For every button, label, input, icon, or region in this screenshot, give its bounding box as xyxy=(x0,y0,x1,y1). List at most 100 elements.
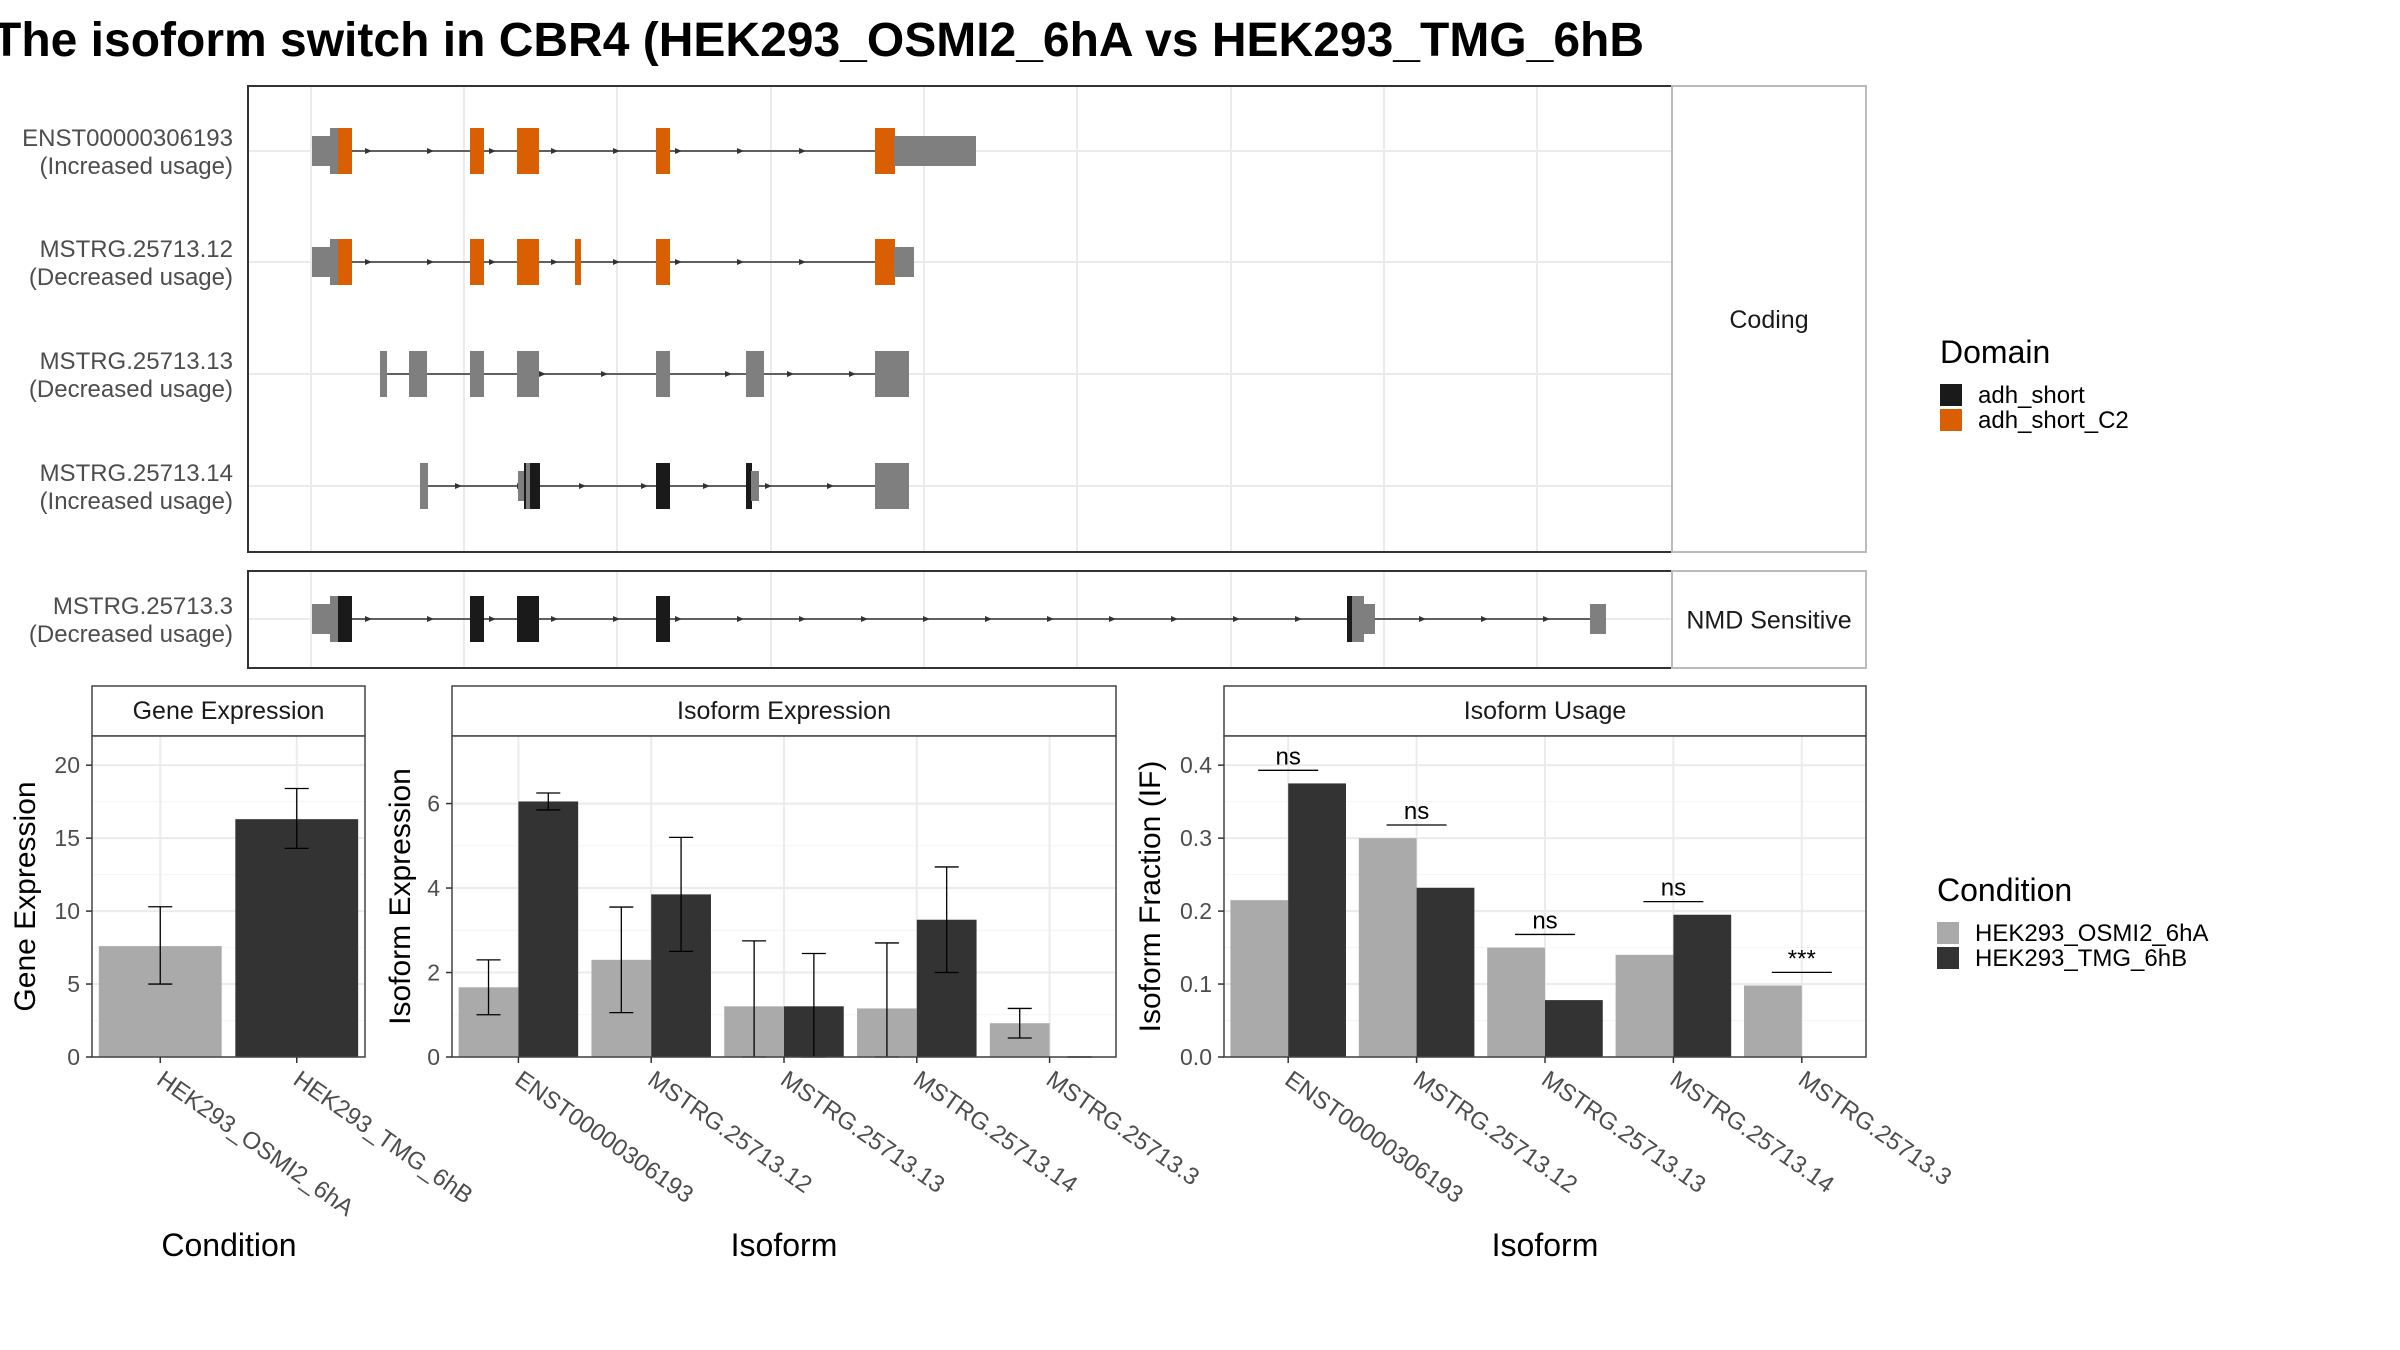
intron-arrow xyxy=(1481,616,1488,622)
intron-arrow xyxy=(1419,616,1426,622)
intron-arrow xyxy=(923,616,930,622)
facet-label: Coding xyxy=(1729,306,1808,334)
panel-strip xyxy=(1223,685,1867,737)
significance-label: *** xyxy=(1788,945,1816,972)
exon xyxy=(875,351,909,397)
facet-strip xyxy=(1671,570,1867,669)
bar xyxy=(1358,838,1417,1057)
exon xyxy=(409,351,427,397)
bar xyxy=(518,801,579,1057)
bar xyxy=(1416,887,1475,1057)
intron-arrow xyxy=(675,148,682,154)
bar xyxy=(1673,914,1732,1057)
exon xyxy=(420,463,428,509)
intron-arrow xyxy=(365,148,372,154)
exon xyxy=(656,463,670,509)
intron-arrow xyxy=(799,616,806,622)
exon xyxy=(894,136,976,166)
y-tick-label: 10 xyxy=(54,898,80,924)
isoform-label: MSTRG.25713.14 xyxy=(40,460,233,487)
condition-legend-key xyxy=(1937,947,1959,969)
intron-arrow xyxy=(1295,616,1302,622)
panel-title: Gene Expression xyxy=(133,697,325,725)
intron-arrow xyxy=(551,616,558,622)
exon xyxy=(518,471,525,501)
exon xyxy=(312,604,332,634)
y-tick-label: 20 xyxy=(54,752,80,778)
exon xyxy=(875,239,895,285)
panel-strip xyxy=(451,685,1117,737)
panel-border xyxy=(91,735,366,1058)
x-axis-title: Isoform xyxy=(1492,1227,1599,1263)
panel-title: Isoform Expression xyxy=(677,697,891,725)
isoform-usage-label: (Increased usage) xyxy=(40,488,233,515)
intron-arrow xyxy=(1171,616,1178,622)
bar-panel-2: Isoform Expression0246ENST00000306193MST… xyxy=(384,685,1204,1263)
domain-legend-key xyxy=(1940,409,1962,431)
intron-arrow xyxy=(827,483,834,489)
exon xyxy=(526,463,530,509)
bar xyxy=(1288,783,1346,1057)
intron-arrow xyxy=(579,483,586,489)
exon xyxy=(656,596,670,642)
intron-arrow xyxy=(539,371,546,377)
intron-arrow xyxy=(613,616,620,622)
y-tick-label: 0 xyxy=(427,1044,440,1070)
intron-arrow xyxy=(427,616,434,622)
intron-arrow xyxy=(641,483,648,489)
isoform-usage-label: (Decreased usage) xyxy=(29,264,233,291)
intron-arrow xyxy=(799,148,806,154)
exon xyxy=(875,128,895,174)
exon xyxy=(1363,604,1375,634)
isoform-label: MSTRG.25713.12 xyxy=(40,236,233,263)
intron-arrow xyxy=(551,148,558,154)
condition-legend-key xyxy=(1937,922,1959,944)
condition-legend-item-label: HEK293_OSMI2_6hA xyxy=(1975,920,2208,947)
bar xyxy=(1744,985,1802,1057)
bar-panel-3: Isoform Usagensnsnsns***0.00.10.20.30.4E… xyxy=(1134,685,1956,1263)
y-tick-label: 6 xyxy=(427,791,440,817)
intron-arrow xyxy=(601,371,608,377)
exon xyxy=(470,351,484,397)
intron-arrow xyxy=(1109,616,1116,622)
intron-arrow xyxy=(737,259,744,265)
exon xyxy=(575,239,581,285)
x-axis-title: Condition xyxy=(161,1227,296,1263)
exon xyxy=(656,128,670,174)
panel-title: Isoform Usage xyxy=(1464,697,1627,725)
exon xyxy=(470,596,484,642)
exon xyxy=(746,463,752,509)
bar xyxy=(1615,954,1674,1057)
intron-arrow xyxy=(489,148,496,154)
facet-strip xyxy=(1671,85,1867,553)
y-axis-title: Gene Expression xyxy=(9,781,42,1011)
intron-arrow xyxy=(365,259,372,265)
y-tick-label: 0.4 xyxy=(1180,752,1212,778)
intron-arrow xyxy=(799,259,806,265)
isoform-label: MSTRG.25713.13 xyxy=(40,348,233,375)
x-axis-title: Isoform xyxy=(731,1227,838,1263)
intron-arrow xyxy=(675,616,682,622)
exon xyxy=(656,351,670,397)
intron-arrow xyxy=(849,371,856,377)
intron-arrow xyxy=(787,371,794,377)
intron-arrow xyxy=(365,616,372,622)
exon xyxy=(338,128,352,174)
y-tick-label: 0.1 xyxy=(1180,971,1212,997)
isoform-usage-label: (Decreased usage) xyxy=(29,621,233,648)
y-tick-label: 15 xyxy=(54,825,80,851)
exon xyxy=(1347,596,1353,642)
intron-arrow xyxy=(1543,616,1550,622)
exon xyxy=(1352,596,1364,642)
exon xyxy=(312,247,332,277)
isoform-usage-label: (Decreased usage) xyxy=(29,376,233,403)
intron-arrow xyxy=(1047,616,1054,622)
bar xyxy=(1230,900,1289,1057)
bar xyxy=(235,819,359,1057)
exon xyxy=(517,351,539,397)
exon xyxy=(517,239,539,285)
y-axis-title: Isoform Expression xyxy=(384,768,417,1025)
